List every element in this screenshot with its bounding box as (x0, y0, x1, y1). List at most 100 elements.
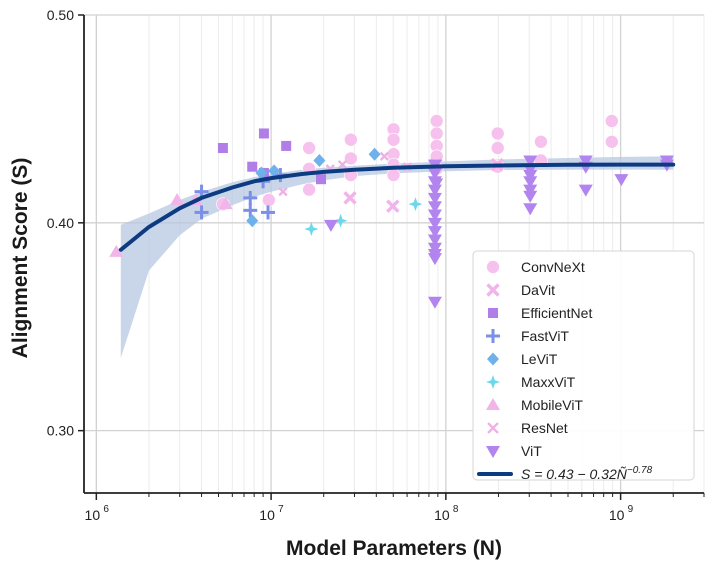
legend-label-fit: S = 0.43 − 0.32Ñ−0.78 (521, 465, 653, 482)
legend-marker-levit (487, 352, 499, 366)
x-tick-label: 10 (259, 507, 275, 523)
legend-marker-davit-b (486, 283, 500, 297)
point-maxxvit (408, 197, 423, 212)
x-tick-exponent: 9 (628, 504, 634, 515)
point-fastvit (194, 205, 209, 220)
y-axis-title: Alignment Score (S) (9, 158, 32, 359)
point-convnext (429, 114, 444, 128)
point-resnet-b (379, 151, 390, 161)
point-vit (523, 170, 538, 183)
point-convnext (429, 126, 444, 141)
legend-marker-vit (486, 446, 500, 458)
point-fastvit (243, 190, 258, 205)
point-efficientnet (281, 140, 292, 151)
point-convnext (604, 134, 619, 149)
point-vit (523, 155, 538, 168)
x-tick-exponent: 8 (453, 504, 459, 515)
point-vit (427, 226, 442, 239)
point-vit (523, 176, 538, 189)
legend-marker-maxxvit (486, 375, 500, 389)
point-vit (427, 234, 442, 247)
point-vit (578, 155, 593, 168)
point-convnext (386, 132, 401, 147)
point-efficientnet (217, 143, 228, 154)
point-vit (427, 192, 442, 205)
y-tick-label: 0.30 (47, 423, 74, 439)
legend-label-fastvit: FastViT (521, 328, 569, 344)
y-tick-label: 0.50 (47, 7, 74, 23)
point-levit (368, 147, 381, 161)
point-vit (427, 253, 442, 266)
point-mobilevit (170, 192, 185, 205)
point-resnet-b (278, 187, 288, 197)
legend-label-levit: LeViT (521, 351, 558, 367)
legend-label-mobilevit: MobileViT (521, 397, 583, 413)
point-vit (578, 184, 593, 197)
x-tick-label: 10 (85, 507, 101, 523)
fit-line (118, 162, 676, 252)
point-davit-b (343, 191, 357, 205)
point-convnext (344, 132, 358, 147)
legend-marker-fastvit (486, 329, 500, 343)
point-efficientnet (258, 128, 269, 139)
point-vit (427, 296, 442, 309)
legend-marker-efficientnet (488, 308, 498, 318)
point-convnext (302, 141, 316, 155)
legend-label-vit: ViT (521, 443, 542, 459)
legend-fit-exponent: −0.78 (627, 465, 653, 476)
point-resnet (379, 151, 390, 161)
point-efficientnet (247, 161, 258, 172)
axes (83, 15, 704, 494)
point-levit (268, 164, 281, 178)
point-convnext (490, 141, 505, 155)
legend-label-davit: DaVit (521, 282, 555, 298)
point-maxxvit (304, 222, 319, 237)
x-tick-exponent: 6 (103, 504, 109, 515)
point-davit (386, 199, 400, 213)
point-vit (427, 201, 442, 214)
fit-line-group (118, 162, 676, 252)
point-davit-b (386, 199, 400, 213)
point-vit (523, 203, 538, 216)
legend-marker-resnet (487, 422, 499, 434)
legend-label-resnet: ResNet (521, 420, 568, 436)
legend-fit-formula: S = 0.43 − 0.32Ñ (521, 466, 628, 482)
point-convnext (386, 168, 401, 182)
point-mobilevit (218, 197, 233, 210)
legend-marker-convnext (486, 260, 500, 274)
point-convnext (261, 193, 276, 207)
point-levit (255, 166, 268, 180)
point-efficientnet (316, 174, 327, 185)
legend-label-convnext: ConvNeXt (521, 259, 585, 275)
point-vit (323, 219, 338, 232)
x-tick-label: 10 (609, 507, 625, 523)
point-mobilevit (109, 244, 124, 257)
point-levit (313, 153, 326, 167)
point-vit (427, 167, 442, 180)
legend-marker-davit (486, 283, 500, 297)
x-tick-label: 10 (434, 507, 450, 523)
x-axis-title: Model Parameters (N) (286, 537, 502, 560)
point-convnext (534, 134, 548, 149)
point-vit (523, 190, 538, 203)
point-vit (427, 217, 442, 230)
point-convnext (490, 126, 505, 141)
point-maxxvit (333, 213, 348, 228)
point-vit (523, 184, 538, 197)
point-convnext (344, 151, 358, 166)
point-fastvit (243, 203, 258, 218)
legend-marker-resnet-b (487, 422, 499, 434)
point-levit (246, 214, 259, 228)
point-resnet (337, 159, 348, 170)
point-vit (427, 209, 442, 222)
point-vit (429, 178, 444, 191)
point-vit (427, 242, 442, 255)
point-convnext (302, 182, 316, 197)
point-resnet-b (337, 159, 348, 170)
legend-box (472, 250, 695, 481)
point-vit (427, 184, 442, 197)
y-tick-label: 0.40 (47, 215, 74, 231)
point-resnet (278, 187, 288, 197)
